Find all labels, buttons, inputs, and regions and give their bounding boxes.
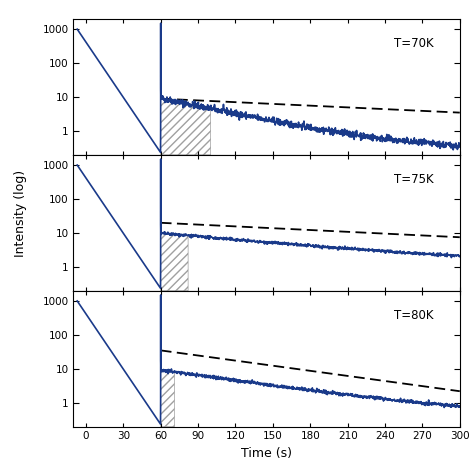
Text: T=70K: T=70K	[393, 37, 433, 50]
Text: T=80K: T=80K	[394, 309, 433, 322]
Text: T=75K: T=75K	[393, 173, 433, 186]
Text: Intensity (log): Intensity (log)	[14, 170, 27, 257]
X-axis label: Time (s): Time (s)	[241, 447, 292, 460]
